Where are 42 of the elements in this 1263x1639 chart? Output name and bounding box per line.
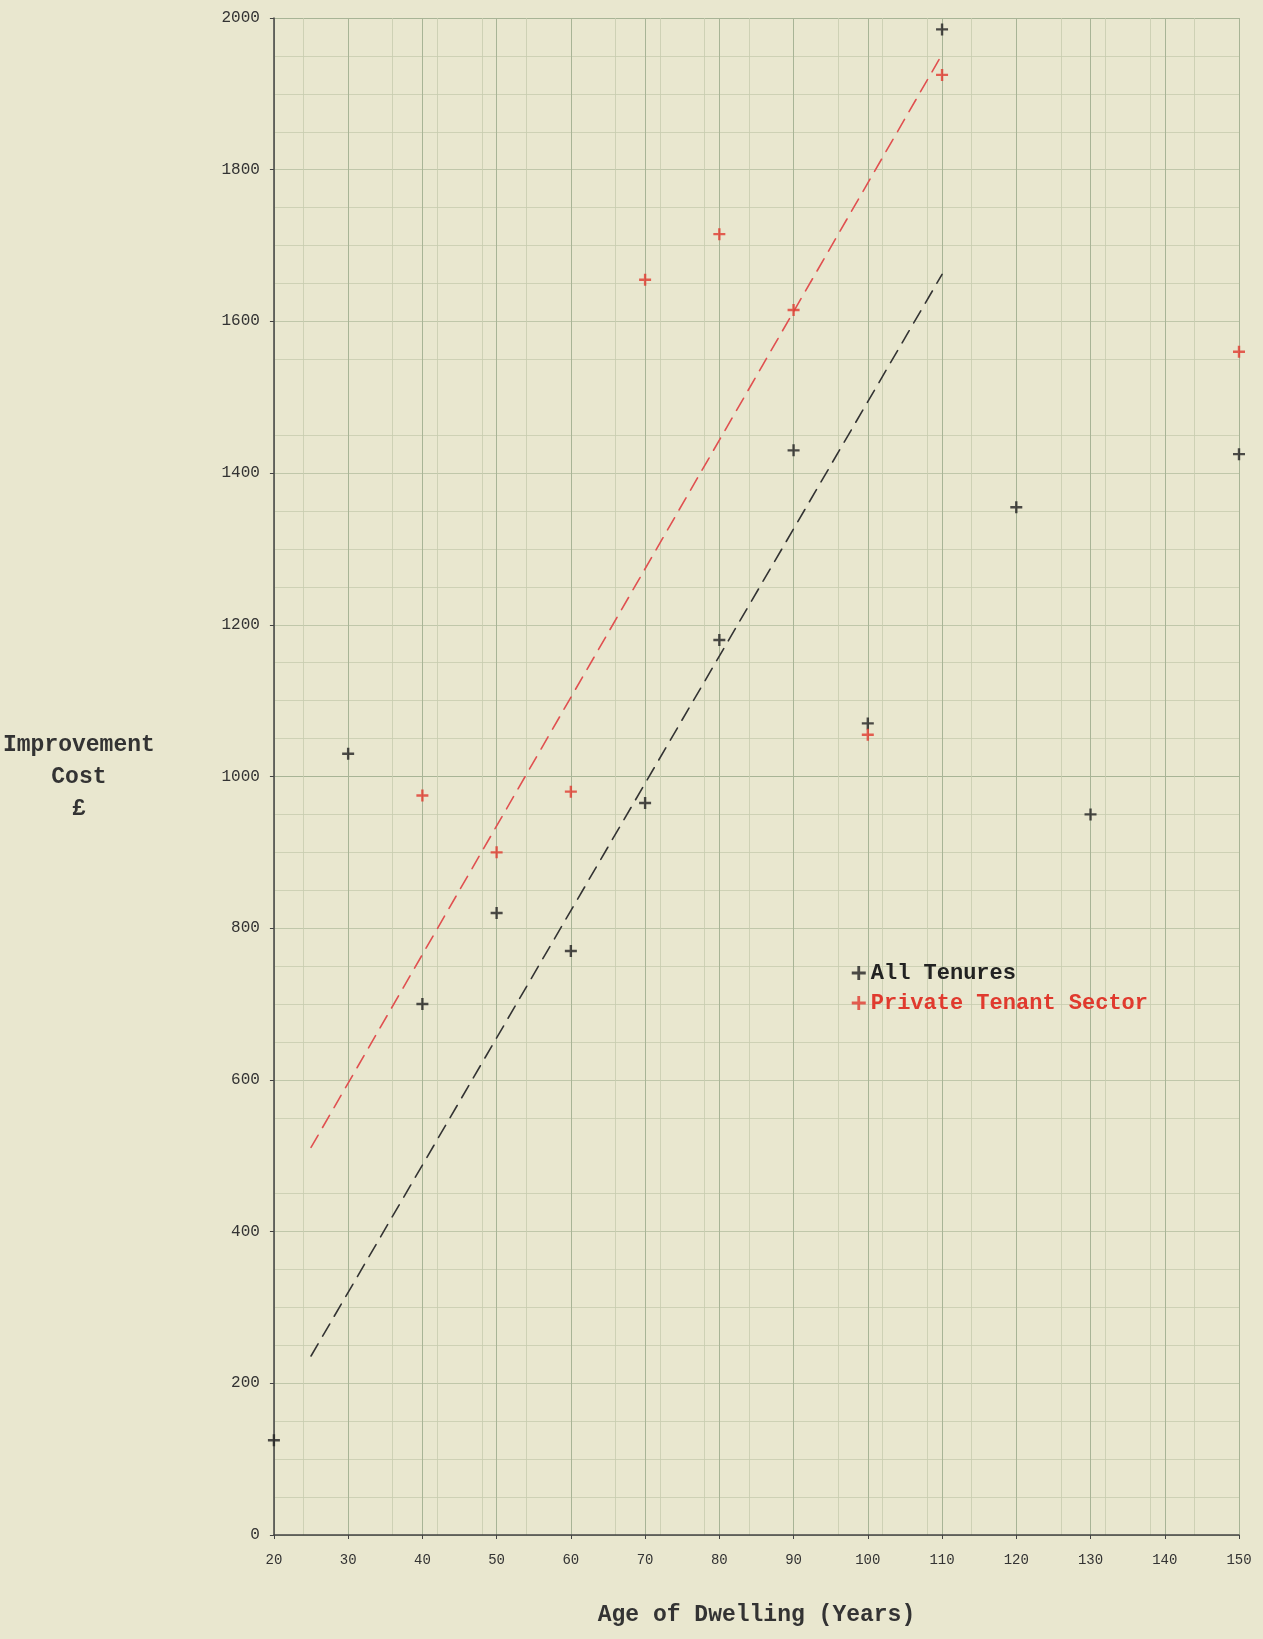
x-tick-label: 30 [339, 1552, 357, 1568]
point [416, 998, 429, 1011]
point [787, 304, 800, 317]
point [1084, 808, 1097, 821]
y-tick-label: 1200 [221, 615, 260, 634]
x-tick-label: 110 [929, 1552, 955, 1568]
x-tick-label: 70 [636, 1552, 654, 1568]
point [490, 846, 503, 859]
x-tick-label: 20 [265, 1552, 283, 1568]
x-tick-label: 130 [1077, 1552, 1104, 1568]
x-tick-label: 60 [562, 1552, 580, 1568]
legend-label: Private Tenant Sector [870, 990, 1148, 1016]
x-tick-label: 80 [710, 1552, 728, 1568]
y-tick-label: 0 [250, 1526, 260, 1544]
y-tick-label: 200 [231, 1374, 260, 1393]
point [416, 789, 429, 802]
point [490, 907, 503, 920]
x-tick-label: 120 [1003, 1552, 1029, 1568]
y-tick-label: 1600 [221, 312, 260, 331]
y-tick-label: 600 [231, 1070, 260, 1089]
x-tick-label: 100 [855, 1552, 881, 1568]
point [861, 717, 874, 730]
point [936, 23, 949, 36]
point [787, 444, 800, 457]
point [713, 633, 726, 646]
legend-label: All Tenures [870, 960, 1016, 986]
point [713, 228, 726, 241]
point [639, 273, 652, 286]
y-tick-label: 1000 [221, 767, 260, 786]
x-tick-label: 90 [785, 1552, 802, 1568]
y-tick-label: 800 [231, 919, 260, 938]
y-tick-label: 1400 [221, 464, 260, 483]
point [564, 785, 577, 798]
x-tick-label: 50 [488, 1552, 506, 1568]
x-tick-label: 140 [1152, 1552, 1178, 1568]
x-axis-title: Age of Dwelling (Years) [597, 1601, 916, 1628]
y-tick-label: 400 [231, 1222, 260, 1241]
y-tick-label: 2000 [221, 9, 260, 27]
y-tick-label: 1800 [221, 160, 260, 179]
x-tick-label: 40 [413, 1552, 431, 1568]
y-axis-title: Improvement Cost £ [3, 731, 155, 822]
x-tick-label: 150 [1226, 1552, 1252, 1568]
